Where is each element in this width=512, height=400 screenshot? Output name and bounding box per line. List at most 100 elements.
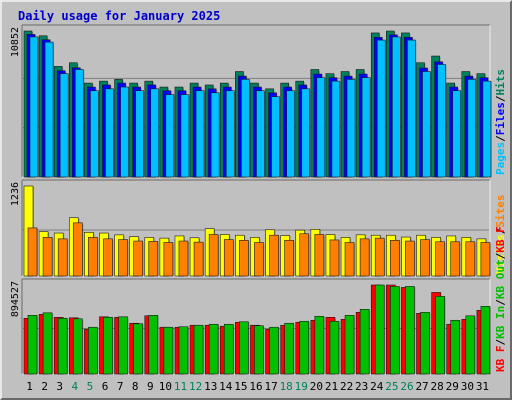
x-tick-label-day-4: 4 (72, 380, 79, 393)
x-tick-label-day-6: 6 (102, 380, 109, 393)
x-tick-label-day-5: 5 (87, 380, 94, 393)
legend-entry: Pages (494, 142, 507, 175)
axis-legend-kbytes: KB F/KB In/KB Out/KB F (494, 226, 507, 372)
legend-entry: KB F (494, 346, 507, 373)
legend-entry: Visits (494, 234, 507, 274)
bar-sites-day-23 (359, 238, 370, 277)
bar-kb-in-day-27 (420, 312, 430, 375)
y-max-label-hits-files-pages: 10852 (10, 27, 21, 57)
bar-pages-day-19 (301, 88, 311, 178)
bar-kb-in-day-20 (314, 315, 325, 375)
y-max-label-visits-sites: 1236 (10, 182, 21, 206)
legend-entry: Sites (494, 195, 507, 228)
bar-sites-day-1 (27, 227, 38, 277)
bar-pages-day-2 (44, 41, 54, 178)
bar-kb-in-day-8 (133, 323, 143, 375)
bar-kb-in-day-23 (359, 309, 370, 375)
bar-pages-day-26 (407, 39, 416, 178)
y-max-label-kbytes: 894527 (10, 281, 21, 317)
bar-sites-day-29 (450, 241, 461, 277)
bar-pages-day-7 (120, 86, 129, 178)
x-tick-label-day-12: 12 (189, 380, 202, 393)
bar-sites-day-8 (133, 240, 143, 277)
bar-sites-day-18 (284, 240, 294, 277)
legend-entry: / (494, 227, 507, 234)
x-tick-label-day-24: 24 (370, 380, 384, 393)
x-tick-label-day-10: 10 (159, 380, 172, 393)
x-tick-label-day-18: 18 (280, 380, 293, 393)
x-tick-label-day-31: 31 (476, 380, 489, 393)
bar-sites-day-14 (223, 239, 234, 277)
legend-entry: / (494, 95, 507, 102)
bar-pages-day-28 (437, 64, 446, 178)
bar-pages-day-14 (225, 90, 235, 178)
legend-entry: / (494, 299, 507, 306)
bar-sites-day-30 (465, 241, 476, 277)
bar-sites-day-13 (208, 234, 219, 277)
bar-sites-day-4 (72, 222, 83, 277)
bar-kb-in-day-13 (208, 323, 219, 375)
bar-kb-in-day-21 (329, 320, 340, 375)
bar-pages-day-22 (346, 79, 356, 178)
legend-entry: / (494, 252, 507, 259)
bar-pages-day-31 (482, 80, 492, 178)
x-tick-label-day-25: 25 (385, 380, 398, 393)
bar-sites-day-22 (344, 242, 355, 277)
bar-kb-in-day-14 (223, 323, 234, 375)
axis-legend-visits-sites: Visits/Sites (494, 195, 507, 275)
x-tick-label-day-13: 13 (204, 380, 217, 393)
x-tick-label-day-27: 27 (415, 380, 428, 393)
bar-kb-in-day-24 (374, 284, 385, 375)
bar-pages-day-10 (165, 94, 175, 178)
bar-sites-day-3 (57, 238, 68, 277)
x-tick-label-day-26: 26 (400, 380, 413, 393)
bar-kb-in-day-25 (390, 286, 400, 375)
legend-entry: / (494, 339, 507, 346)
x-tick-label-day-11: 11 (174, 380, 187, 393)
bar-kb-in-day-4 (72, 318, 83, 375)
bar-sites-day-6 (103, 238, 113, 277)
bar-sites-day-7 (118, 239, 128, 277)
legend-entry: KB In (494, 306, 507, 339)
bar-pages-day-23 (361, 77, 371, 178)
bar-kb-in-day-15 (239, 321, 249, 375)
bar-pages-day-18 (286, 90, 295, 178)
bar-kb-in-day-26 (405, 286, 415, 375)
bar-pages-day-5 (90, 90, 99, 178)
bar-kb-in-day-17 (269, 326, 279, 375)
x-tick-label-day-15: 15 (234, 380, 247, 393)
x-tick-label-day-7: 7 (117, 380, 124, 393)
x-tick-label-day-30: 30 (461, 380, 474, 393)
x-tick-label-day-9: 9 (147, 380, 154, 393)
bar-kb-in-day-19 (299, 320, 310, 375)
bar-sites-day-26 (405, 240, 415, 277)
x-tick-label-day-16: 16 (249, 380, 262, 393)
bar-kb-in-day-30 (465, 315, 476, 375)
x-tick-label-day-1: 1 (26, 380, 33, 393)
bar-pages-day-17 (271, 96, 280, 178)
bar-kb-in-day-1 (27, 314, 38, 375)
legend-entry: Hits (494, 69, 507, 96)
bar-kb-in-day-31 (480, 306, 491, 375)
bar-pages-day-20 (316, 77, 326, 178)
bar-pages-day-15 (241, 79, 250, 178)
bar-pages-day-1 (29, 36, 39, 178)
x-tick-label-day-8: 8 (132, 380, 139, 393)
bar-sites-day-10 (163, 242, 174, 277)
bar-kb-in-day-11 (178, 326, 189, 375)
bar-pages-day-30 (467, 79, 477, 178)
bar-pages-day-11 (180, 94, 190, 178)
bar-pages-day-6 (105, 88, 114, 178)
bar-kb-in-day-6 (103, 316, 113, 375)
bar-pages-day-4 (74, 69, 84, 178)
x-tick-label-day-17: 17 (264, 380, 277, 393)
bar-pages-day-24 (376, 39, 386, 178)
bar-kb-in-day-16 (254, 325, 264, 375)
bar-sites-day-12 (193, 241, 204, 277)
x-tick-label-day-3: 3 (56, 380, 63, 393)
bar-pages-day-29 (452, 90, 462, 178)
bar-pages-day-21 (331, 80, 341, 178)
bar-sites-day-19 (299, 233, 310, 277)
legend-entry: KB F (494, 226, 507, 253)
